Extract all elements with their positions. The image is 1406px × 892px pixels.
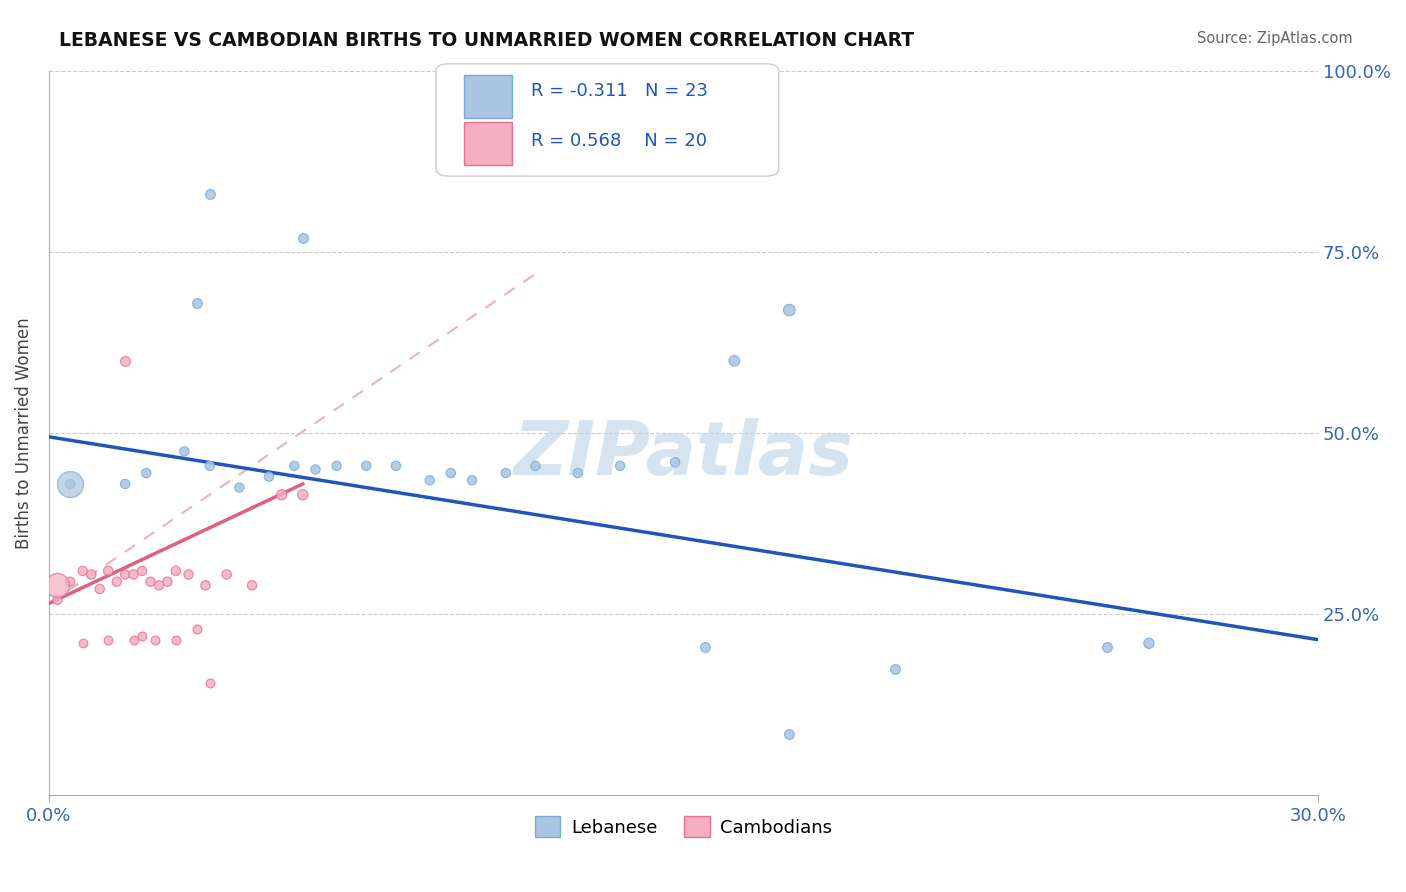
Text: R = -0.311   N = 23: R = -0.311 N = 23: [531, 81, 709, 100]
Point: [156, 574, 179, 589]
Point: [72, 636, 94, 650]
Point: [567, 466, 589, 480]
Point: [89, 582, 111, 596]
Point: [122, 632, 145, 647]
Text: ZIPatlas: ZIPatlas: [513, 418, 853, 491]
Point: [198, 676, 221, 690]
Point: [80, 567, 103, 582]
Point: [240, 578, 263, 592]
Point: [165, 564, 187, 578]
Point: [97, 632, 120, 647]
Point: [356, 458, 378, 473]
Point: [228, 481, 250, 495]
Point: [215, 567, 238, 582]
Point: [72, 564, 94, 578]
Point: [664, 455, 686, 469]
Point: [139, 574, 162, 589]
Point: [148, 578, 170, 592]
Point: [325, 458, 347, 473]
FancyBboxPatch shape: [436, 64, 779, 176]
Point: [304, 462, 326, 476]
Point: [385, 458, 408, 473]
Point: [1137, 636, 1160, 650]
Point: [186, 296, 208, 310]
Point: [114, 477, 136, 491]
Point: [105, 574, 128, 589]
FancyBboxPatch shape: [464, 75, 512, 118]
Point: [257, 469, 280, 483]
Point: [461, 473, 484, 487]
Point: [291, 488, 314, 502]
Point: [135, 466, 157, 480]
Point: [884, 662, 907, 676]
Point: [173, 444, 195, 458]
FancyBboxPatch shape: [464, 122, 512, 165]
Point: [177, 567, 200, 582]
Point: [59, 477, 82, 491]
Point: [495, 466, 517, 480]
Point: [143, 632, 166, 647]
Point: [723, 353, 745, 368]
Point: [778, 727, 800, 741]
Point: [114, 567, 136, 582]
Point: [165, 632, 187, 647]
Point: [524, 458, 547, 473]
Point: [114, 353, 136, 368]
Point: [1095, 640, 1118, 654]
Point: [609, 458, 631, 473]
Point: [440, 466, 463, 480]
Text: LEBANESE VS CAMBODIAN BIRTHS TO UNMARRIED WOMEN CORRELATION CHART: LEBANESE VS CAMBODIAN BIRTHS TO UNMARRIE…: [59, 31, 914, 50]
Point: [131, 564, 153, 578]
Y-axis label: Births to Unmarried Women: Births to Unmarried Women: [15, 318, 32, 549]
Point: [97, 564, 120, 578]
Point: [59, 477, 82, 491]
Point: [122, 567, 145, 582]
Point: [270, 488, 292, 502]
Point: [198, 458, 221, 473]
Point: [46, 592, 69, 607]
Legend: Lebanese, Cambodians: Lebanese, Cambodians: [527, 809, 839, 845]
Point: [59, 574, 82, 589]
Point: [198, 187, 221, 202]
Point: [131, 629, 153, 643]
Point: [283, 458, 305, 473]
Text: Source: ZipAtlas.com: Source: ZipAtlas.com: [1197, 31, 1353, 46]
Point: [186, 622, 208, 636]
Point: [194, 578, 217, 592]
Point: [46, 578, 69, 592]
Point: [778, 303, 800, 318]
Point: [693, 640, 716, 654]
Text: R = 0.568    N = 20: R = 0.568 N = 20: [531, 132, 707, 151]
Point: [291, 230, 314, 244]
Point: [419, 473, 441, 487]
